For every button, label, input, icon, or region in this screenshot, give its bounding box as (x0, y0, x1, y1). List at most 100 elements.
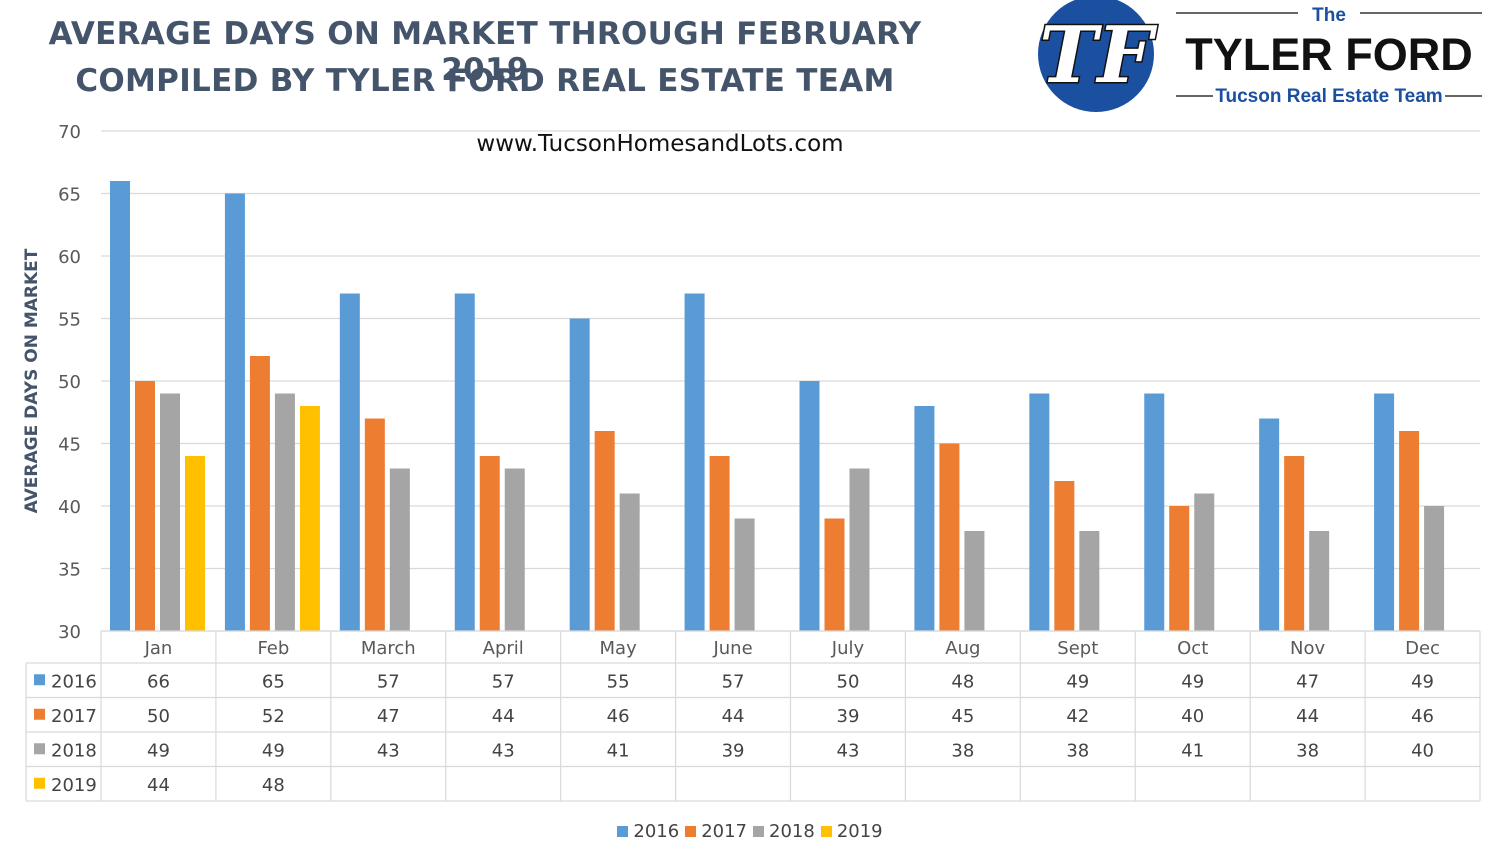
logo-name: TYLER FORD (1185, 29, 1473, 80)
bar-2018-dec (1424, 506, 1445, 631)
legend-item-2018: 2018 (753, 821, 815, 842)
table-cell-value: 57 (377, 671, 400, 692)
table-series-swatch (34, 777, 45, 789)
table-cell-value: 48 (262, 775, 285, 796)
table-cell-value: 44 (147, 775, 170, 796)
bar-2016-march (339, 293, 360, 631)
bar-2017-nov (1284, 456, 1305, 631)
table-series-label: 2018 (51, 740, 97, 761)
table-cell-value: 38 (1296, 740, 1319, 761)
bar-2018-april (504, 468, 525, 631)
table-cell-value: 40 (1181, 706, 1204, 727)
table-cell-value: 46 (1411, 706, 1434, 727)
legend-swatch (685, 826, 697, 837)
bar-2018-nov (1309, 531, 1330, 631)
bar-2016-dec (1374, 393, 1395, 631)
category-label: Sept (1057, 638, 1098, 659)
chart-legend: 2016 2017 2018 2019 (0, 821, 1500, 842)
legend-item-2019: 2019 (820, 821, 883, 842)
table-cell-value: 39 (837, 706, 860, 727)
table-cell-value: 41 (607, 740, 630, 761)
table-cell-value: 41 (1181, 740, 1204, 761)
y-tick-label: 55 (58, 310, 81, 331)
category-label: Feb (257, 638, 289, 659)
bar-2016-aug (914, 406, 935, 631)
legend-item-2016: 2016 (617, 821, 679, 842)
bar-2017-oct (1169, 506, 1190, 631)
legend-swatch (820, 826, 832, 837)
table-cell-value: 66 (147, 671, 170, 692)
y-axis-ticks: 30 35 40 45 50 55 60 65 70 (58, 122, 81, 643)
bars (110, 181, 1445, 631)
table-series-label: 2019 (51, 775, 97, 796)
table-cell-value: 50 (147, 706, 170, 727)
bar-2017-feb (249, 356, 270, 631)
category-label: March (361, 638, 416, 659)
table-cell-value: 57 (492, 671, 515, 692)
bar-2018-march (389, 468, 410, 631)
bar-2017-july (824, 518, 845, 631)
table-cell-value: 43 (492, 740, 515, 761)
legend-label: 2016 (633, 821, 680, 842)
table-cell-value: 48 (951, 671, 974, 692)
bar-2018-aug (964, 531, 985, 631)
bar-2018-feb (274, 393, 295, 631)
chart-title-line-1: AVERAGE DAYS ON MARKET THROUGH FEBRUARY … (48, 16, 922, 88)
category-label: Oct (1177, 638, 1208, 659)
bar-2016-feb (224, 193, 245, 631)
table-series-swatch (34, 743, 45, 755)
y-axis-label: AVERAGE DAYS ON MARKET (22, 248, 42, 513)
bar-2018-oct (1194, 493, 1215, 631)
category-label: Jan (144, 638, 173, 659)
data-table: Jan Feb March April May June July Aug Sept Oct Nov… (25, 630, 1481, 802)
y-tick-label: 65 (58, 185, 81, 206)
bar-2016-nov (1259, 418, 1280, 631)
bar-2016-oct (1144, 393, 1165, 631)
table-cell-value: 43 (837, 740, 860, 761)
table-cell-value: 49 (147, 740, 170, 761)
category-label: June (712, 638, 752, 659)
y-tick-label: 35 (58, 560, 81, 581)
bar-2017-aug (939, 443, 960, 631)
bar-2017-april (479, 456, 500, 631)
table-series-label: 2016 (51, 671, 97, 692)
bar-2018-july (849, 468, 870, 631)
legend-item-2017: 2017 (685, 821, 747, 842)
legend-label: 2018 (769, 821, 815, 842)
category-label: Nov (1290, 638, 1325, 659)
table-series-label: 2017 (51, 706, 97, 727)
chart-title-line-2: COMPILED BY TYLER FORD REAL ESTATE TEAM (75, 63, 895, 99)
bar-2018-jan (160, 393, 180, 631)
table-cell-value: 43 (377, 740, 400, 761)
legend-swatch (617, 826, 629, 837)
table-series-swatch (34, 674, 45, 686)
y-tick-label: 30 (58, 622, 81, 643)
bar-2016-jan (110, 181, 130, 631)
legend-swatch (753, 826, 764, 837)
table-cell-value: 65 (262, 671, 285, 692)
website-url: www.TucsonHomesandLots.com (476, 131, 844, 157)
table-cell-value: 40 (1411, 740, 1434, 761)
category-label: May (600, 638, 638, 659)
logo-tagline: Tucson Real Estate Team (1215, 86, 1442, 107)
table-cell-value: 42 (1066, 706, 1089, 727)
tyler-ford-logo: TF The TYLER FORD Tucson Real Estate Tea… (1038, 0, 1482, 112)
bar-2017-may (594, 431, 615, 631)
table-cell-value: 47 (1296, 671, 1319, 692)
y-tick-label: 45 (58, 435, 81, 456)
table-cell-value: 50 (837, 671, 860, 692)
category-label: July (831, 638, 865, 659)
bar-2019-jan (185, 456, 205, 631)
bar-2018-sept (1079, 531, 1100, 631)
table-cell-value: 39 (722, 740, 745, 761)
table-cell-value: 47 (377, 706, 400, 727)
table-cell-value: 44 (1296, 706, 1319, 727)
table-cell-value: 45 (951, 706, 974, 727)
bar-2018-may (619, 493, 640, 631)
bar-2016-july (799, 381, 820, 631)
y-tick-label: 70 (58, 122, 81, 143)
bar-2016-april (454, 293, 475, 631)
bar-2017-sept (1054, 481, 1075, 631)
table-cell-value: 44 (722, 706, 745, 727)
